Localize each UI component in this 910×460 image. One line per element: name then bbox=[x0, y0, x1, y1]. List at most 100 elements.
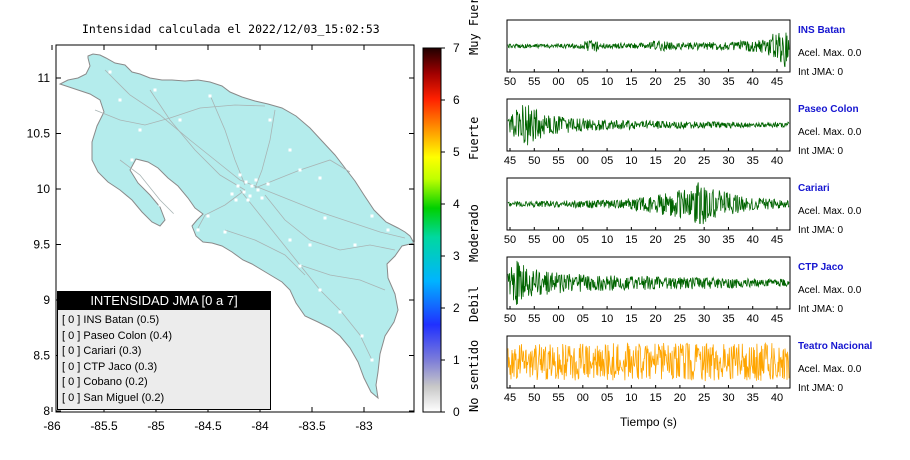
colorbar-tick-label: 2 bbox=[453, 301, 460, 315]
lon-tick-label: -83.5 bbox=[298, 419, 326, 433]
lat-tick-label: 11 bbox=[38, 71, 51, 85]
colorbar-tick-label: 7 bbox=[453, 41, 460, 55]
waveform-x-tick-label: 05 bbox=[601, 155, 613, 167]
station-marker bbox=[242, 190, 246, 194]
station-marker bbox=[223, 230, 227, 234]
colorbar-level-label: Debil bbox=[467, 286, 481, 322]
waveform-x-tick-label: 15 bbox=[625, 76, 637, 88]
waveform-x-tick-label: 20 bbox=[650, 313, 662, 325]
lon-tick-label: -84.5 bbox=[194, 419, 222, 433]
colorbar-levels: Muy Fuerte Fuerte Moderado Debil No sentido bbox=[467, 0, 481, 412]
lon-tick-label: -85 bbox=[147, 419, 165, 433]
station-marker bbox=[236, 184, 240, 188]
station-marker bbox=[360, 334, 364, 338]
legend-list: [ 0 ] INS Batan (0.5) [ 0 ] Paseo Colon … bbox=[58, 310, 270, 406]
station-marker bbox=[246, 198, 250, 202]
station-marker bbox=[130, 158, 134, 162]
station-marker bbox=[288, 238, 292, 242]
waveform-x-tick-label: 05 bbox=[577, 313, 589, 325]
station-marker bbox=[308, 243, 312, 247]
waveform-x-tick-label: 20 bbox=[650, 76, 662, 88]
waveform-x-tick-label: 55 bbox=[528, 234, 540, 246]
waveform-x-tick-label: 20 bbox=[674, 155, 686, 167]
station-marker bbox=[153, 88, 157, 92]
waveform-panel: 50 55 00 05 10 15 20 25 30 35 40 45 Cariari Acel. Max… bbox=[504, 177, 862, 246]
waveform-x-tick-label: 25 bbox=[674, 76, 686, 88]
colorbar-tick-label: 1 bbox=[453, 353, 460, 367]
intensity-legend: INTENSIDAD JMA [0 a 7] [ 0 ] INS Batan (… bbox=[57, 291, 271, 410]
station-marker bbox=[370, 214, 374, 218]
waveform-panel: 50 55 00 05 10 15 20 25 30 35 40 45 CTP Jaco Acel. Ma… bbox=[504, 256, 862, 325]
waveform-x-tick-label: 35 bbox=[747, 392, 759, 404]
waveform-x-tick-label: 10 bbox=[601, 234, 613, 246]
waveform-x-tick-label: 40 bbox=[747, 234, 759, 246]
station-marker bbox=[260, 196, 264, 200]
lon-tick-label: -86 bbox=[43, 419, 61, 433]
waveform-x-tick-label: 10 bbox=[625, 392, 637, 404]
waveform-x-tick-label: 20 bbox=[650, 234, 662, 246]
station-markers bbox=[108, 70, 390, 362]
station-marker bbox=[298, 264, 302, 268]
station-marker bbox=[244, 180, 248, 184]
station-marker bbox=[323, 216, 327, 220]
waveform-x-tick-label: 50 bbox=[528, 392, 540, 404]
waveform-frame bbox=[506, 98, 791, 152]
waveform-x-tick-label: 25 bbox=[674, 313, 686, 325]
waveform-x-tick-label: 10 bbox=[601, 313, 613, 325]
station-marker bbox=[254, 178, 258, 182]
accel-max-label: Acel. Max. 0.0 bbox=[798, 206, 862, 217]
station-marker bbox=[268, 118, 272, 122]
map-title: Intensidad calculada el 2022/12/03_15:02… bbox=[82, 22, 380, 36]
time-axis-label: Tiempo (s) bbox=[620, 415, 677, 429]
station-marker bbox=[266, 182, 270, 186]
waveform-x-tick-label: 50 bbox=[528, 155, 540, 167]
station-marker bbox=[256, 188, 260, 192]
station-marker bbox=[118, 98, 122, 102]
waveform-x-tick-label: 05 bbox=[601, 392, 613, 404]
legend-item: [ 0 ] San Miguel (0.2) bbox=[62, 391, 165, 404]
waveform-x-tick-label: 45 bbox=[771, 313, 783, 325]
station-marker bbox=[173, 213, 177, 217]
int-jma-label: Int JMA: 0 bbox=[798, 225, 843, 236]
station-name: Paseo Colon bbox=[798, 104, 859, 115]
waveform-trace bbox=[507, 260, 790, 305]
waveform-x-tick-label: 40 bbox=[747, 313, 759, 325]
waveform-x-tick-label: 00 bbox=[552, 313, 564, 325]
waveform-x-tick-label: 00 bbox=[577, 392, 589, 404]
colorbar-level-label: Moderado bbox=[467, 204, 481, 262]
waveform-x-tick-label: 00 bbox=[552, 234, 564, 246]
waveform-x-tick-label: 25 bbox=[674, 234, 686, 246]
int-jma-label: Int JMA: 0 bbox=[798, 383, 843, 394]
station-marker bbox=[206, 214, 210, 218]
waveform-trace bbox=[507, 182, 790, 225]
station-marker bbox=[158, 203, 162, 207]
colorbar-tick-label: 6 bbox=[453, 93, 460, 107]
waveform-x-tick-label: 10 bbox=[601, 76, 613, 88]
station-marker bbox=[298, 168, 302, 172]
station-marker bbox=[250, 184, 254, 188]
legend-item: [ 0 ] Cobano (0.2) bbox=[62, 376, 148, 388]
costa-rica-land bbox=[58, 53, 415, 400]
station-name: Cariari bbox=[798, 183, 830, 194]
waveform-panel: 50 55 00 05 10 15 20 25 30 35 40 45 INS Batan Acel. M… bbox=[504, 19, 862, 88]
waveform-x-tick-label: 55 bbox=[552, 392, 564, 404]
colorbar-level-label: No sentido bbox=[467, 340, 481, 412]
latitude-axis: 11 10.5 10 9.5 9 8.5 8 bbox=[27, 71, 414, 418]
waveform-x-tick-label: 05 bbox=[577, 76, 589, 88]
waveform-x-tick-label: 40 bbox=[771, 155, 783, 167]
lat-tick-label: 8 bbox=[43, 404, 50, 418]
waveform-panel: 45 50 55 00 05 10 15 20 25 30 35 40 Paseo Colon Acel.… bbox=[504, 98, 862, 167]
accel-max-label: Acel. Max. 0.0 bbox=[798, 127, 862, 138]
legend-item: [ 0 ] CTP Jaco (0.3) bbox=[62, 360, 158, 373]
waveform-x-tick-label: 55 bbox=[528, 313, 540, 325]
legend-item: [ 0 ] Paseo Colon (0.4) bbox=[62, 329, 173, 342]
accel-max-label: Acel. Max. 0.0 bbox=[798, 285, 862, 296]
waveform-x-tick-label: 30 bbox=[722, 155, 734, 167]
colorbar bbox=[422, 47, 442, 413]
legend-item: [ 0 ] Cariari (0.3) bbox=[62, 345, 142, 357]
waveform-panel: 45 50 55 00 05 10 15 20 25 30 35 40 Teatro Nacional A… bbox=[504, 335, 872, 404]
waveform-x-tick-label: 50 bbox=[504, 313, 516, 325]
lat-tick-label: 9.5 bbox=[33, 238, 50, 252]
station-marker bbox=[318, 288, 322, 292]
